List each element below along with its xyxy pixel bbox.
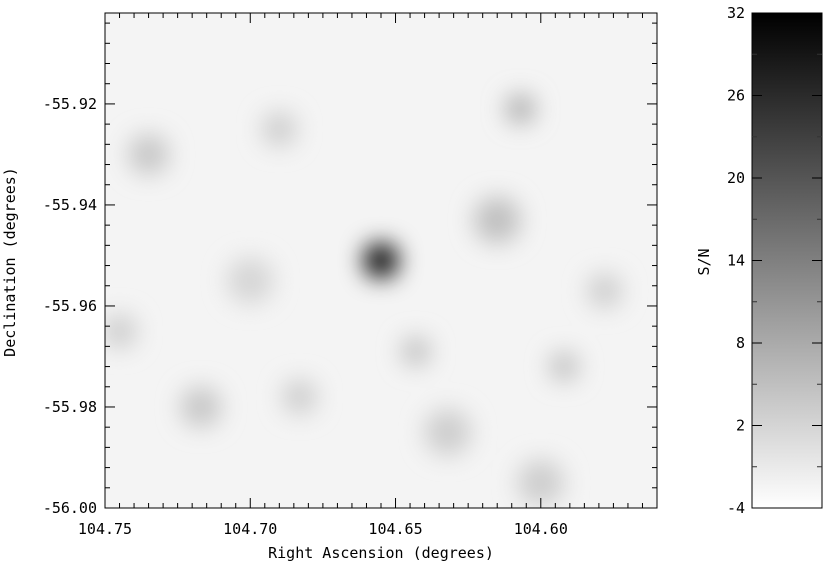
colorbar-tick-label: 14 — [727, 252, 745, 270]
source-blob — [363, 243, 399, 278]
colorbar-ticks: 32 26 20 14 8 2 -4 — [727, 4, 822, 517]
colorbar-tick-label: 8 — [736, 334, 745, 352]
y-tick-label: -55.92 — [43, 95, 97, 113]
source-blob — [505, 94, 535, 124]
x-tick-label: 104.70 — [223, 520, 277, 538]
y-tick-label: -55.96 — [43, 297, 97, 315]
source-blob — [227, 257, 274, 304]
x-tick-label: 104.60 — [514, 520, 568, 538]
source-blob — [473, 196, 521, 244]
source-blob — [549, 352, 579, 382]
x-axis: 104.75 104.70 104.65 104.60 — [78, 13, 658, 538]
y-axis: -55.92 -55.94 -55.96 -55.98 -56.00 — [43, 22, 657, 517]
y-tick-label: -56.00 — [43, 499, 97, 517]
y-tick-label: -55.98 — [43, 398, 97, 416]
colorbar-tick-label: 20 — [727, 169, 745, 187]
source-blob — [261, 111, 297, 147]
source-blob — [105, 313, 137, 349]
colorbar-tick-label: 26 — [727, 87, 745, 105]
colorbar-tick-label: -4 — [727, 499, 745, 517]
source-blob — [517, 459, 565, 506]
x-tick-label: 104.75 — [78, 520, 132, 538]
source-blob — [424, 408, 472, 456]
source-blob — [282, 379, 318, 415]
source-blob — [587, 273, 623, 309]
x-tick-label: 104.65 — [368, 520, 422, 538]
source-blob — [180, 386, 222, 428]
y-tick-label: -55.94 — [43, 196, 97, 214]
y-axis-label: Declination (degrees) — [1, 167, 19, 357]
source-blob — [401, 336, 431, 366]
colorbar-tick-label: 2 — [736, 417, 745, 435]
source-blobs — [105, 94, 623, 506]
colorbar-label: S/N — [695, 248, 713, 275]
snr-map: 104.75 104.70 104.65 104.60 -55.92-55.94-55… — [1, 12, 658, 562]
colorbar-gradient — [752, 13, 822, 508]
colorbar: 32 26 20 14 8 2 -4 S/N — [695, 4, 823, 517]
source-blob — [128, 134, 169, 175]
x-axis-label: Right Ascension (degrees) — [268, 544, 494, 562]
colorbar-tick-label: 32 — [727, 4, 745, 22]
